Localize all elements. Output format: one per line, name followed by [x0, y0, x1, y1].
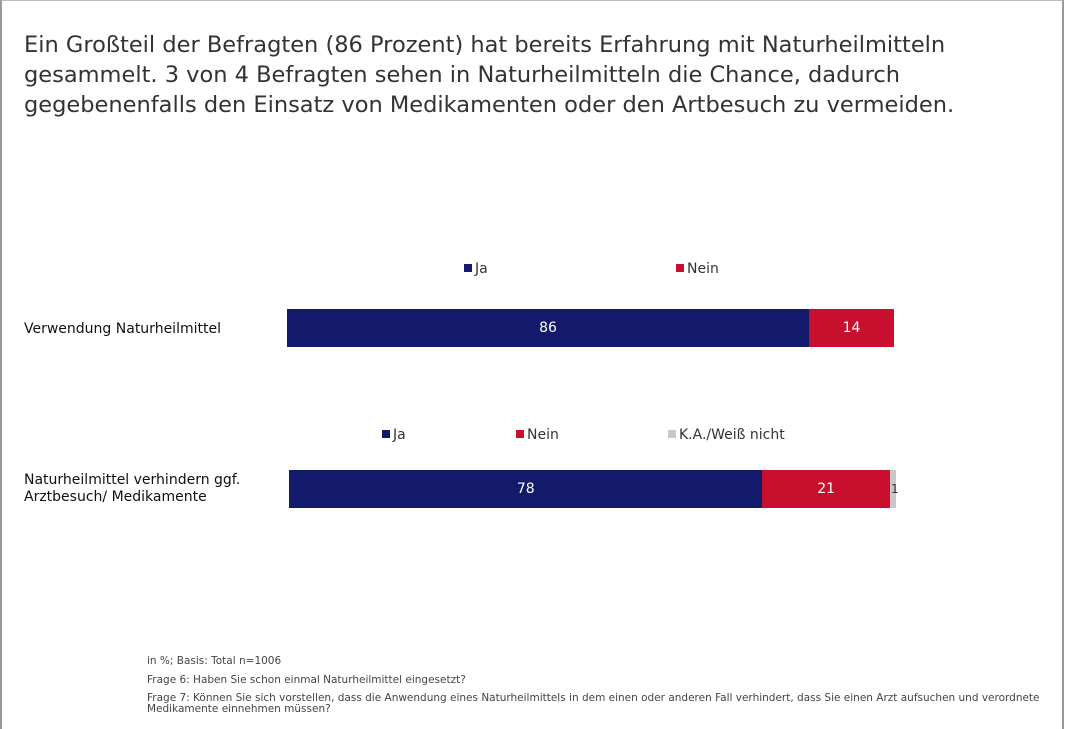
category-label: Naturheilmittel verhindern ggf. Arztbesu…: [24, 472, 241, 505]
footnote: Frage 7: Können Sie sich vorstellen, das…: [147, 692, 1040, 715]
legend-swatch: [464, 264, 472, 272]
footnote: in %; Basis: Total n=1006: [147, 655, 282, 667]
footnotes: in %; Basis: Total n=1006 Frage 6: Haben…: [147, 655, 1062, 715]
legend-entry: Ja: [382, 427, 406, 443]
data-label: 1: [891, 482, 899, 496]
data-label: 86: [539, 320, 557, 336]
category-label: Verwendung Naturheilmittel: [24, 321, 221, 337]
legend-label: Ja: [393, 427, 406, 443]
legend-label: Ja: [475, 261, 488, 277]
legend-swatch: [516, 430, 524, 438]
bar-segment: [762, 470, 890, 508]
legend-label: Nein: [687, 261, 719, 277]
headline: Ein Großteil der Befragten (86 Prozent) …: [24, 32, 955, 118]
legend-entry: K.A./Weiß nicht: [668, 427, 785, 443]
footnote: Frage 6: Haben Sie schon einmal Naturhei…: [147, 674, 466, 686]
data-label: 14: [842, 320, 861, 336]
legend-swatch: [668, 430, 676, 438]
data-label: 21: [817, 481, 836, 497]
legend-swatch: [382, 430, 390, 438]
bar-segment: [809, 309, 894, 347]
legend-label: K.A./Weiß nicht: [679, 427, 785, 443]
legend-label: Nein: [527, 427, 559, 443]
legend-entry: Ja: [464, 261, 488, 277]
bar-segment: [289, 470, 763, 508]
bar-segment: [287, 309, 810, 347]
legend-entry: Nein: [676, 261, 719, 277]
data-label: 78: [516, 481, 535, 497]
bar-segment: [889, 470, 896, 508]
legend-entry: Nein: [516, 427, 559, 443]
legend-swatch: [676, 264, 684, 272]
